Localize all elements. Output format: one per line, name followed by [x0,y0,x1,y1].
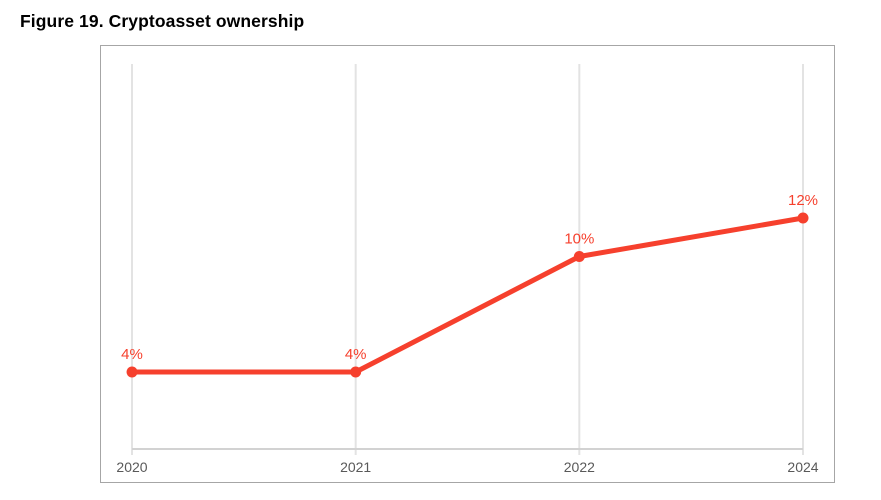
point-value-label: 4% [345,346,367,363]
x-tick-label: 2024 [787,459,818,475]
figure-title: Figure 19. Cryptoasset ownership [20,11,305,31]
line-chart: 4% 4% 10% 12% 2020 2021 2022 2024 [116,64,819,475]
chart-frame: 4% 4% 10% 12% 2020 2021 2022 2024 [100,45,835,483]
x-tick-label: 2020 [116,459,147,475]
data-point [573,251,585,262]
data-point [350,366,362,378]
x-tick-label: 2021 [340,459,371,475]
point-value-label: 10% [564,231,594,248]
point-value-label: 4% [121,346,143,363]
data-point [126,366,138,378]
data-point [797,212,809,224]
data-line [129,215,806,375]
point-value-label: 12% [788,192,818,209]
x-tick-label: 2022 [564,459,595,475]
